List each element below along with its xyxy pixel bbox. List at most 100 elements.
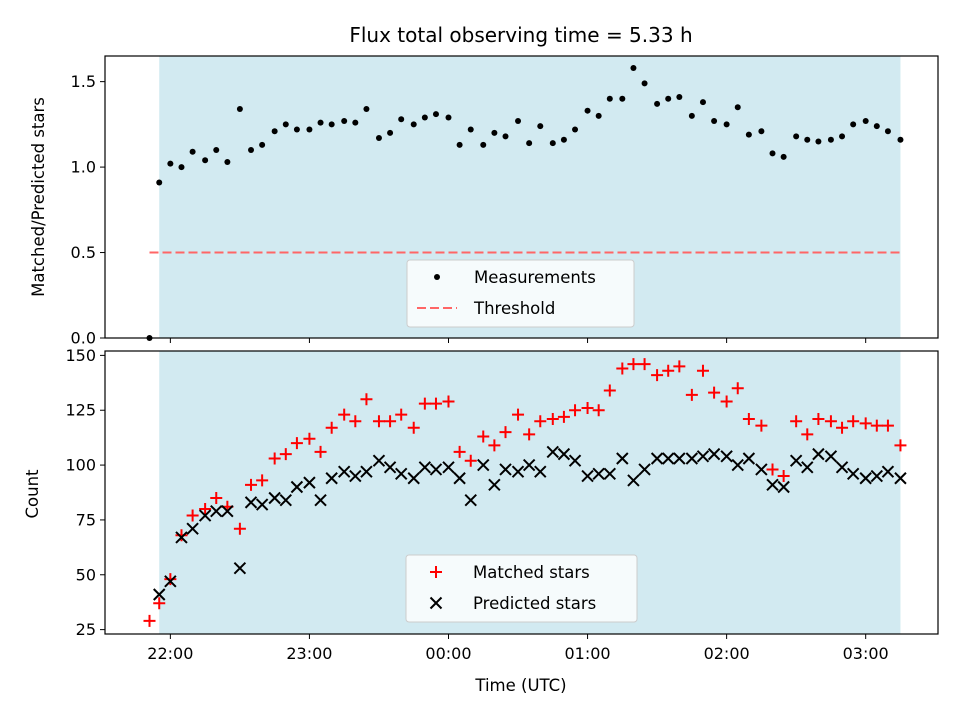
legend-box bbox=[406, 259, 635, 328]
measurement-point bbox=[398, 116, 405, 123]
predicted-stars-point bbox=[372, 454, 386, 467]
measurement-point bbox=[178, 164, 185, 171]
measurement-point bbox=[780, 153, 787, 160]
measurement-point bbox=[293, 126, 300, 133]
x-tick-label: 01:00 bbox=[565, 644, 611, 663]
measurement-point bbox=[654, 100, 661, 107]
predicted-stars-point bbox=[846, 467, 860, 481]
measurement-point bbox=[526, 140, 533, 147]
measurement-point bbox=[410, 121, 417, 128]
matched-stars-point bbox=[349, 415, 362, 428]
measurement-point bbox=[352, 119, 359, 126]
predicted-stars-point bbox=[835, 461, 849, 474]
y-tick-label: 50 bbox=[76, 565, 96, 584]
y-tick-label: 150 bbox=[65, 346, 96, 365]
predicted-stars-point bbox=[546, 445, 559, 459]
axes-frame bbox=[104, 55, 939, 339]
measurement-point bbox=[572, 126, 579, 133]
predicted-stars-point bbox=[581, 469, 594, 483]
measurement-point bbox=[537, 123, 544, 130]
predicted-stars-point bbox=[383, 461, 397, 474]
predicted-stars-point bbox=[418, 461, 432, 474]
bottom-panel: 25 50 75 100 125 150 22:00 23:00 00:00 01:00 02:00… bbox=[65, 346, 939, 663]
measurement-point bbox=[734, 104, 741, 111]
predicted-stars-point bbox=[153, 588, 166, 601]
predicted-stars-point bbox=[175, 531, 188, 544]
matched-stars-point bbox=[279, 448, 292, 461]
measurement-point bbox=[259, 141, 266, 148]
predicted-stars-point bbox=[766, 478, 779, 492]
predicted-stars-point bbox=[742, 452, 756, 465]
x-tick-label: 02:00 bbox=[704, 644, 750, 663]
matched-stars-point bbox=[708, 386, 721, 399]
measurement-point bbox=[884, 128, 891, 135]
y-tick-label: 100 bbox=[65, 456, 96, 475]
matched-stars-point bbox=[303, 432, 316, 445]
predicted-stars-point bbox=[534, 465, 547, 478]
predicted-stars-point bbox=[442, 461, 455, 474]
measurement-point bbox=[606, 95, 613, 102]
predicted-stars-point bbox=[325, 472, 338, 485]
measurement-point bbox=[445, 114, 452, 121]
measurement-point bbox=[676, 94, 683, 101]
predicted-stars-point bbox=[464, 493, 477, 507]
predicted-stars-point bbox=[616, 452, 629, 465]
measurement-point bbox=[699, 99, 706, 106]
measurement-point bbox=[549, 140, 556, 147]
measurement-point bbox=[480, 141, 487, 148]
predicted-stars-point bbox=[859, 472, 872, 485]
matched-stars-point bbox=[894, 439, 907, 452]
predicted-stars-point bbox=[638, 463, 651, 476]
measurement-point bbox=[387, 129, 394, 136]
predicted-stars-point bbox=[673, 452, 686, 465]
matched-stars-point bbox=[360, 393, 373, 406]
predicted-stars-point bbox=[314, 493, 327, 507]
matched-stars-point bbox=[407, 421, 420, 434]
matched-stars-point bbox=[638, 358, 651, 371]
measurement-point bbox=[723, 121, 730, 128]
predicted-stars-point bbox=[731, 458, 744, 472]
y-tick-label: 0.5 bbox=[71, 243, 96, 262]
measurement-point bbox=[745, 131, 752, 138]
predicted-stars-point bbox=[198, 509, 212, 522]
predicted-stars-point bbox=[627, 474, 640, 487]
predicted-stars-point bbox=[755, 463, 768, 476]
legend-label: Matched stars bbox=[473, 563, 590, 582]
matched-stars-point bbox=[801, 428, 814, 441]
measurement-point bbox=[897, 136, 904, 143]
measurement-point bbox=[341, 117, 348, 124]
axes-frame bbox=[104, 350, 939, 635]
matched-stars-point bbox=[464, 454, 477, 467]
matched-stars-point bbox=[384, 415, 397, 428]
predicted-stars-point bbox=[290, 480, 304, 494]
predicted-stars-point bbox=[164, 575, 177, 588]
top-y-axis-label: Matched/Predicted stars bbox=[29, 97, 48, 297]
measurement-point bbox=[665, 95, 672, 102]
predicted-stars-point bbox=[453, 472, 466, 485]
predicted-stars-point bbox=[303, 476, 316, 489]
measurement-point bbox=[363, 105, 370, 112]
matched-stars-point bbox=[603, 384, 616, 397]
x-tick-label: 00:00 bbox=[425, 644, 471, 663]
matched-stars-point bbox=[186, 509, 199, 522]
y-tick-label: 1.5 bbox=[71, 72, 96, 91]
matched-stars-point bbox=[720, 395, 733, 408]
measurement-point bbox=[432, 111, 439, 118]
matched-stars-point bbox=[338, 408, 351, 421]
matched-stars-point bbox=[755, 419, 768, 432]
predicted-stars-point bbox=[407, 472, 420, 485]
matched-stars-point bbox=[210, 491, 223, 504]
matched-stars-point bbox=[499, 426, 512, 439]
measurement-point bbox=[560, 136, 567, 143]
measurement-point bbox=[839, 133, 846, 140]
legend-box bbox=[405, 554, 638, 623]
predicted-stars-point bbox=[707, 447, 721, 461]
predicted-stars-point bbox=[186, 522, 199, 535]
matched-stars-point bbox=[569, 404, 582, 417]
matched-stars-point bbox=[314, 445, 327, 458]
predicted-stars-point bbox=[522, 458, 536, 472]
matched-stars-point bbox=[175, 529, 188, 542]
bottom-y-axis-label: Count bbox=[23, 469, 42, 519]
predicted-stars-point bbox=[360, 465, 373, 478]
matched-stars-point bbox=[418, 397, 431, 410]
